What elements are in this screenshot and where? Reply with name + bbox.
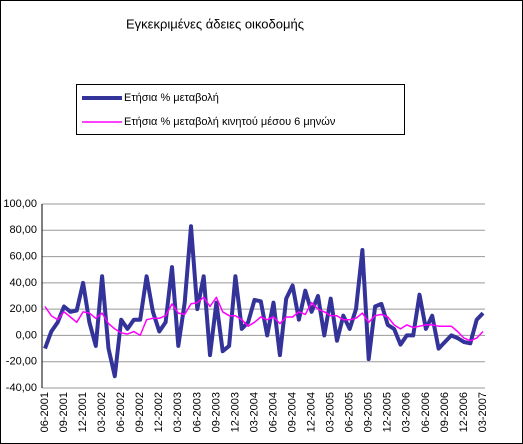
y-tick-label: 0,00	[16, 329, 37, 341]
x-tick-label: 03-2002	[96, 392, 108, 432]
y-tick-label: 80,00	[9, 224, 37, 236]
x-tick-label: 09-2003	[210, 392, 222, 432]
chart-title: Εγκεκριμένες άδειες οικοδομής	[126, 16, 304, 31]
legend-label: Ετήσια % μεταβολή	[124, 92, 219, 104]
legend-box	[76, 84, 405, 135]
legend-label: Ετήσια % μεταβολή κινητού μέσου 6 μηνών	[124, 116, 336, 128]
x-tick-label: 06-2005	[344, 392, 356, 432]
x-tick-label: 09-2004	[286, 392, 298, 432]
x-tick-label: 06-2004	[267, 392, 279, 432]
series-line	[44, 296, 484, 342]
y-tick-label: 20,00	[9, 303, 37, 315]
y-tick-label: 60,00	[9, 250, 37, 262]
x-tick-label: 09-2002	[134, 392, 146, 432]
x-tick-label: 03-2006	[401, 392, 413, 432]
x-tick-label: 06-2001	[39, 392, 51, 432]
x-tick-label: 06-2006	[420, 392, 432, 432]
x-tick-label: 06-2003	[191, 392, 203, 432]
y-tick-label: -40,00	[6, 382, 37, 394]
x-tick-label: 03-2004	[248, 392, 260, 432]
x-tick-label: 12-2005	[382, 392, 394, 432]
x-tick-label: 09-2001	[58, 392, 70, 432]
x-tick-label: 03-2005	[325, 392, 337, 432]
x-tick-label: 06-2002	[115, 392, 127, 432]
x-tick-label: 12-2001	[77, 392, 89, 432]
x-tick-label: 03-2007	[477, 392, 489, 432]
x-tick-label: 09-2005	[363, 392, 375, 432]
y-tick-label: 40,00	[9, 277, 37, 289]
x-tick-label: 12-2004	[306, 392, 318, 432]
x-tick-label: 09-2006	[439, 392, 451, 432]
y-tick-label: 100,00	[3, 198, 37, 210]
x-tick-label: 12-2006	[458, 392, 470, 432]
y-tick-label: -20,00	[6, 356, 37, 368]
x-tick-label: 12-2002	[153, 392, 165, 432]
x-tick-label: 12-2003	[229, 392, 241, 432]
x-tick-label: 03-2003	[172, 392, 184, 432]
